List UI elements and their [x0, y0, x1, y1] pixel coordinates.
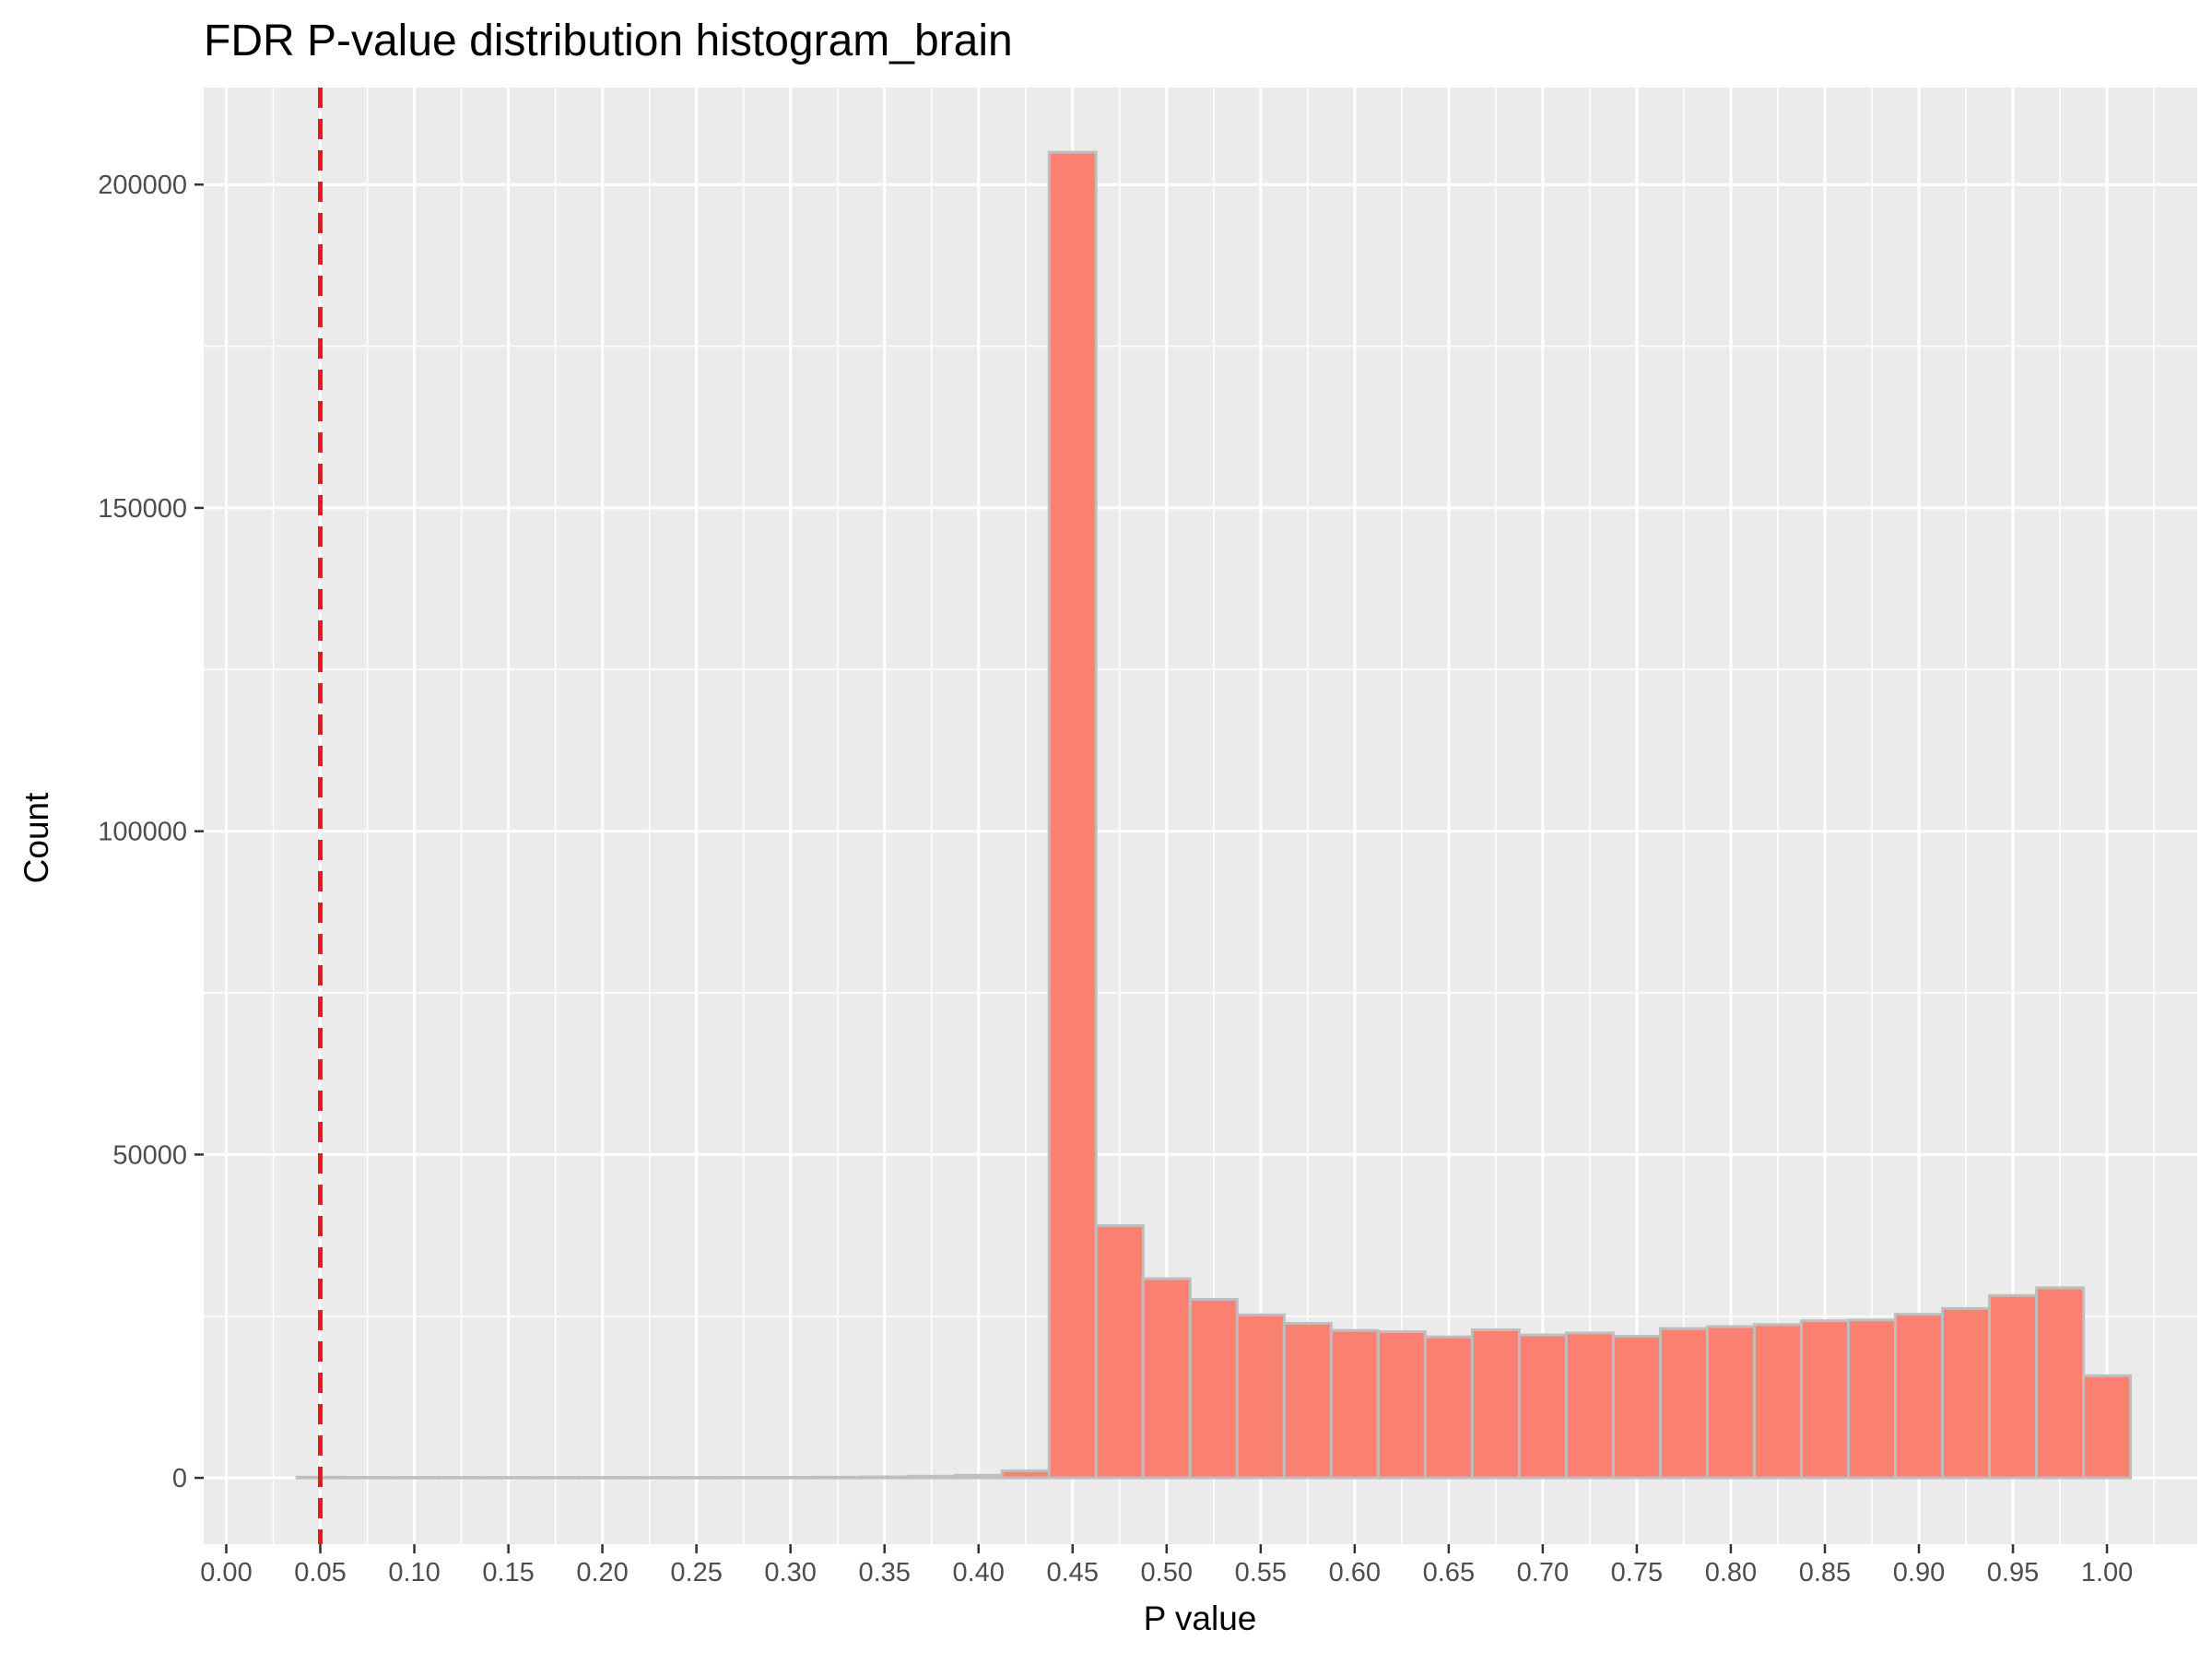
histogram-bar: [344, 1478, 391, 1479]
x-tick-label: 0.95: [1987, 1558, 2039, 1587]
histogram-bar: [1754, 1325, 1801, 1478]
histogram-bar: [861, 1477, 908, 1478]
histogram-bar: [1049, 152, 1096, 1478]
x-tick-label: 0.35: [858, 1558, 910, 1587]
histogram-bar: [1096, 1226, 1143, 1479]
x-tick-label: 0.00: [200, 1558, 252, 1587]
x-tick-label: 0.55: [1235, 1558, 1287, 1587]
x-tick-label: 0.90: [1893, 1558, 1945, 1587]
x-tick-label: 0.75: [1611, 1558, 1663, 1587]
x-tick-label: 0.20: [576, 1558, 628, 1587]
histogram-bar: [2084, 1375, 2131, 1478]
y-axis-title: Count: [18, 792, 55, 883]
x-axis-title: P value: [1144, 1599, 1257, 1637]
x-tick-label: 0.45: [1047, 1558, 1099, 1587]
x-tick-label: 0.15: [482, 1558, 534, 1587]
histogram-bar: [767, 1478, 814, 1479]
histogram-bar: [1707, 1327, 1754, 1478]
histogram-bar: [955, 1475, 1002, 1478]
histogram-bar: [1519, 1335, 1566, 1478]
y-axis: 0 50000 100000 150000 200000: [98, 171, 204, 1493]
histogram-bar: [1237, 1315, 1284, 1478]
y-tick-label: 0: [172, 1464, 187, 1493]
y-tick-label: 50000: [112, 1140, 187, 1170]
histogram-bar: [814, 1477, 861, 1478]
histogram-bar: [2037, 1288, 2084, 1478]
histogram-bar: [1143, 1279, 1190, 1478]
x-tick-label: 1.00: [2081, 1558, 2133, 1587]
y-tick-label: 200000: [98, 171, 187, 200]
y-tick-label: 150000: [98, 494, 187, 524]
histogram-bar: [1895, 1315, 1942, 1478]
x-tick-label: 0.40: [952, 1558, 1004, 1587]
x-tick-label: 0.80: [1705, 1558, 1757, 1587]
histogram-bar: [1801, 1321, 1848, 1478]
histogram-bar: [1331, 1330, 1378, 1478]
histogram-bar: [1613, 1336, 1660, 1478]
histogram-bar: [1943, 1308, 1990, 1478]
y-tick-label: 100000: [98, 818, 187, 847]
histogram-bar: [1566, 1333, 1613, 1478]
x-tick-label: 0.30: [764, 1558, 816, 1587]
histogram-bar: [1378, 1332, 1425, 1479]
histogram-bar: [1190, 1300, 1237, 1479]
x-axis: 0.00 0.05 0.10 0.15 0.20 0.25 0.30 0.35 0.40 0.45…: [200, 1544, 2133, 1587]
histogram-bar: [1990, 1295, 2037, 1478]
x-tick-label: 0.25: [670, 1558, 722, 1587]
x-tick-label: 0.05: [294, 1558, 346, 1587]
x-tick-label: 0.85: [1799, 1558, 1851, 1587]
histogram-bar: [1425, 1337, 1472, 1478]
x-tick-label: 0.70: [1517, 1558, 1569, 1587]
histogram-bar: [1848, 1320, 1895, 1478]
x-tick-label: 0.10: [388, 1558, 440, 1587]
histogram-bar: [908, 1476, 955, 1478]
x-tick-label: 0.65: [1423, 1558, 1475, 1587]
histogram-bar: [1660, 1328, 1707, 1478]
histogram-bar: [1472, 1329, 1519, 1478]
x-tick-label: 0.60: [1329, 1558, 1381, 1587]
histogram-bar: [1284, 1323, 1331, 1478]
chart-title: FDR P-value distribution histogram_brain: [204, 17, 1013, 65]
histogram-bar: [1002, 1470, 1049, 1478]
x-tick-label: 0.50: [1141, 1558, 1193, 1587]
